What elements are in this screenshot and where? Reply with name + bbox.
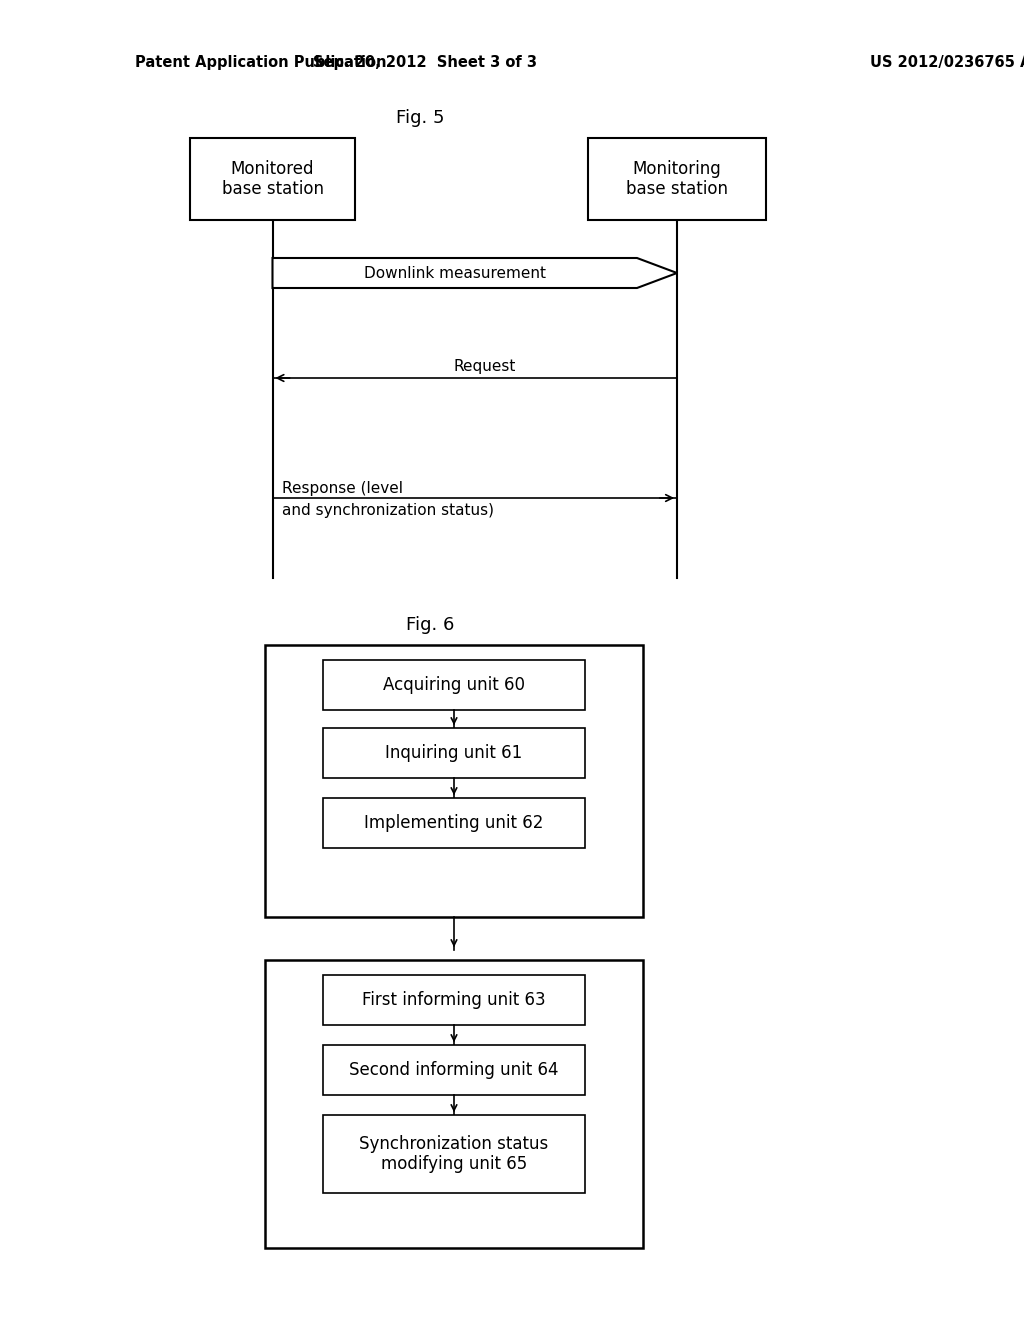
Text: Response (level: Response (level bbox=[283, 480, 403, 495]
Bar bbox=[323, 729, 585, 777]
Bar bbox=[588, 139, 766, 220]
Bar bbox=[265, 960, 643, 1247]
Polygon shape bbox=[272, 257, 677, 288]
Bar bbox=[323, 1045, 585, 1096]
Text: Monitoring
base station: Monitoring base station bbox=[626, 160, 728, 198]
Text: Fig. 6: Fig. 6 bbox=[406, 616, 455, 634]
Text: US 2012/0236765 A1: US 2012/0236765 A1 bbox=[870, 54, 1024, 70]
Bar bbox=[190, 139, 355, 220]
Bar bbox=[323, 975, 585, 1026]
Text: Request: Request bbox=[454, 359, 516, 374]
Bar bbox=[323, 799, 585, 847]
Bar bbox=[323, 1115, 585, 1193]
Text: Inquiring unit 61: Inquiring unit 61 bbox=[385, 744, 522, 762]
Text: Patent Application Publication: Patent Application Publication bbox=[135, 54, 386, 70]
Text: First informing unit 63: First informing unit 63 bbox=[362, 991, 546, 1008]
Text: Monitored
base station: Monitored base station bbox=[221, 160, 324, 198]
Text: Second informing unit 64: Second informing unit 64 bbox=[349, 1061, 559, 1078]
Text: Fig. 5: Fig. 5 bbox=[395, 110, 444, 127]
Text: Synchronization status
modifying unit 65: Synchronization status modifying unit 65 bbox=[359, 1135, 549, 1173]
Bar bbox=[265, 645, 643, 917]
Text: Implementing unit 62: Implementing unit 62 bbox=[365, 814, 544, 832]
Text: and synchronization status): and synchronization status) bbox=[283, 503, 495, 517]
Text: Sep. 20, 2012  Sheet 3 of 3: Sep. 20, 2012 Sheet 3 of 3 bbox=[313, 54, 537, 70]
Bar bbox=[323, 660, 585, 710]
Text: Downlink measurement: Downlink measurement bbox=[364, 265, 546, 281]
Text: Acquiring unit 60: Acquiring unit 60 bbox=[383, 676, 525, 694]
